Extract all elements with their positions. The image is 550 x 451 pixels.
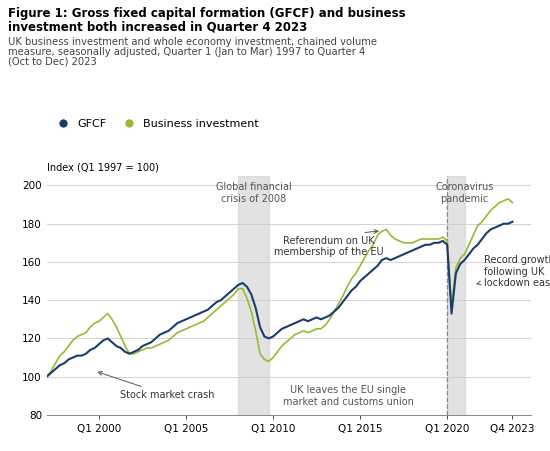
Text: Record growth
following UK
lockdown easing: Record growth following UK lockdown easi… — [477, 255, 550, 288]
Text: Figure 1: Gross fixed capital formation (GFCF) and business: Figure 1: Gross fixed capital formation … — [8, 7, 406, 20]
Text: Index (Q1 1997 = 100): Index (Q1 1997 = 100) — [47, 162, 158, 172]
Bar — [447, 176, 465, 415]
Text: investment both increased in Quarter 4 2023: investment both increased in Quarter 4 2… — [8, 20, 307, 33]
Text: Global financial
crisis of 2008: Global financial crisis of 2008 — [216, 182, 292, 204]
Text: Stock market crash: Stock market crash — [98, 372, 214, 400]
Text: Coronavirus
pandemic: Coronavirus pandemic — [436, 182, 494, 204]
Text: measure, seasonally adjusted, Quarter 1 (Jan to Mar) 1997 to Quarter 4: measure, seasonally adjusted, Quarter 1 … — [8, 47, 366, 57]
Text: UK business investment and whole economy investment, chained volume: UK business investment and whole economy… — [8, 37, 377, 47]
Text: UK leaves the EU single
market and customs union: UK leaves the EU single market and custo… — [283, 385, 414, 407]
Text: Referendum on UK
membership of the EU: Referendum on UK membership of the EU — [274, 230, 383, 258]
Text: (Oct to Dec) 2023: (Oct to Dec) 2023 — [8, 57, 97, 67]
Legend: GFCF, Business investment: GFCF, Business investment — [47, 115, 263, 133]
Bar — [238, 176, 269, 415]
